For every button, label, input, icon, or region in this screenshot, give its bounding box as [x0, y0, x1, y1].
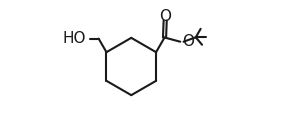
Text: O: O [159, 9, 171, 24]
Text: O: O [182, 34, 194, 49]
Text: HO: HO [63, 31, 86, 46]
